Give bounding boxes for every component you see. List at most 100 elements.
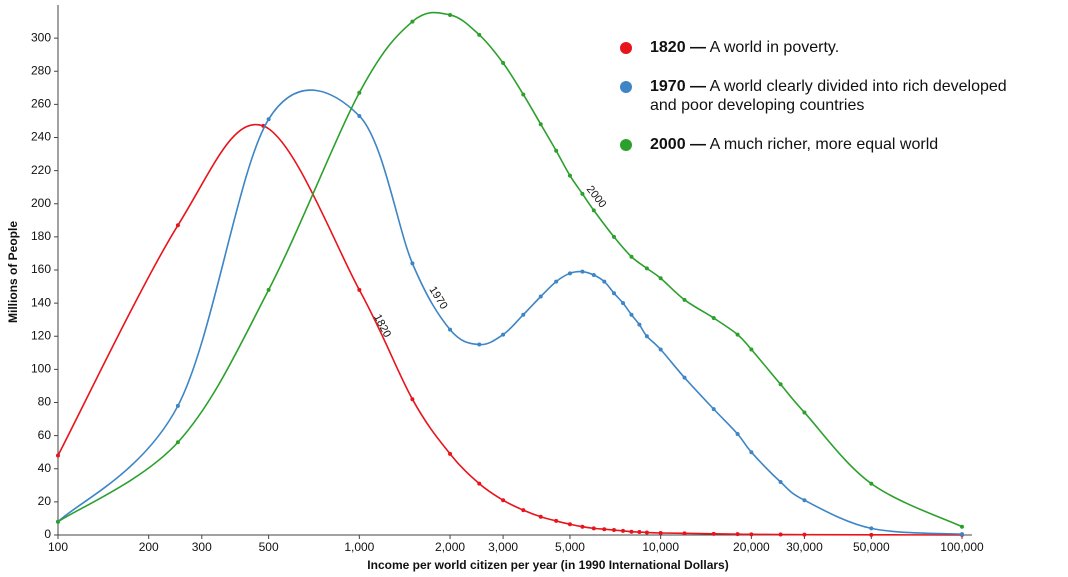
y-tick-label: 120 <box>31 328 51 342</box>
x-tick-label: 3,000 <box>488 540 518 554</box>
legend-marker <box>620 81 632 93</box>
x-tick-label: 30,000 <box>786 540 823 554</box>
legend-marker <box>620 42 632 54</box>
data-point <box>554 148 559 153</box>
legend-year: 1820 <box>650 39 686 56</box>
data-point <box>448 451 453 456</box>
data-point <box>567 173 572 178</box>
data-point <box>501 60 506 65</box>
data-point <box>735 431 740 436</box>
data-point <box>711 531 716 536</box>
data-point <box>658 531 663 536</box>
data-point <box>658 276 663 281</box>
data-point <box>711 407 716 412</box>
data-point <box>477 32 482 37</box>
data-point <box>611 291 616 296</box>
data-point <box>538 514 543 519</box>
data-point <box>621 528 626 533</box>
data-point <box>56 453 60 458</box>
data-point <box>410 261 415 266</box>
data-point <box>501 498 506 503</box>
legend-marker <box>620 139 632 151</box>
y-tick-label: 300 <box>31 30 51 44</box>
y-tick-label: 80 <box>38 395 52 409</box>
legend-text: and poor developing countries <box>650 97 864 114</box>
data-point <box>869 481 874 486</box>
data-point <box>749 450 754 455</box>
legend-text: 1970 — A world clearly divided into rich… <box>650 78 1007 95</box>
data-point <box>554 279 559 284</box>
data-point <box>554 518 559 523</box>
legend-separator: — <box>690 39 706 56</box>
data-point <box>477 481 482 486</box>
x-axis-title: Income per world citizen per year (in 19… <box>367 558 728 572</box>
legend-separator: — <box>690 136 706 153</box>
legend-description: A world in poverty. <box>710 39 840 56</box>
data-point <box>521 92 526 97</box>
x-tick-label: 200 <box>139 540 159 554</box>
data-point <box>644 530 649 535</box>
data-point <box>960 532 964 537</box>
y-tick-label: 220 <box>31 163 51 177</box>
data-point <box>802 498 807 503</box>
x-tick-label: 100,000 <box>940 540 984 554</box>
data-point <box>611 234 616 239</box>
y-tick-label: 240 <box>31 130 51 144</box>
curve-label: 1820 <box>371 312 393 339</box>
data-point <box>869 532 874 537</box>
curve-label: 2000 <box>584 184 609 211</box>
data-point <box>869 526 874 531</box>
data-point <box>591 208 596 213</box>
data-point <box>567 522 572 527</box>
data-point <box>602 279 607 284</box>
data-point <box>591 526 596 531</box>
data-point <box>749 347 754 352</box>
data-point <box>175 223 180 228</box>
data-point <box>580 191 585 196</box>
y-tick-label: 40 <box>38 461 52 475</box>
data-point <box>567 271 572 276</box>
y-tick-label: 260 <box>31 97 51 111</box>
data-point <box>682 531 687 536</box>
data-point <box>175 440 180 445</box>
x-tick-label: 20,000 <box>733 540 770 554</box>
x-tick-label: 10,000 <box>642 540 679 554</box>
x-tick-label: 1,000 <box>344 540 374 554</box>
data-point <box>735 532 740 537</box>
data-point <box>629 254 634 259</box>
data-point <box>802 532 807 537</box>
data-point <box>637 530 642 535</box>
y-tick-label: 280 <box>31 63 51 77</box>
data-point <box>960 524 964 529</box>
legend-separator: — <box>690 78 706 95</box>
data-point <box>637 322 642 327</box>
data-point <box>357 113 362 118</box>
x-tick-label: 100 <box>48 540 68 554</box>
y-tick-label: 200 <box>31 196 51 210</box>
data-point <box>778 480 783 484</box>
y-tick-label: 20 <box>38 494 52 508</box>
legend-text: 2000 — A much richer, more equal world <box>650 136 938 153</box>
data-point <box>538 122 543 127</box>
data-point <box>629 529 634 534</box>
legend-description: A world clearly divided into rich develo… <box>710 78 1007 95</box>
x-tick-label: 50,000 <box>853 540 890 554</box>
data-point <box>749 532 754 537</box>
data-point <box>477 342 482 347</box>
x-tick-label: 5,000 <box>555 540 585 554</box>
data-point <box>778 532 783 537</box>
data-point <box>629 312 634 317</box>
y-tick-label: 0 <box>44 527 51 541</box>
data-point <box>56 519 60 524</box>
data-point <box>711 316 716 321</box>
data-point <box>682 297 687 302</box>
data-point <box>266 287 271 292</box>
data-point <box>357 287 362 292</box>
x-tick-label: 2,000 <box>435 540 465 554</box>
data-point <box>448 12 453 17</box>
data-point <box>644 334 649 339</box>
data-point <box>580 269 585 274</box>
legend-description: and poor developing countries <box>650 97 864 114</box>
series-line <box>57 89 963 535</box>
